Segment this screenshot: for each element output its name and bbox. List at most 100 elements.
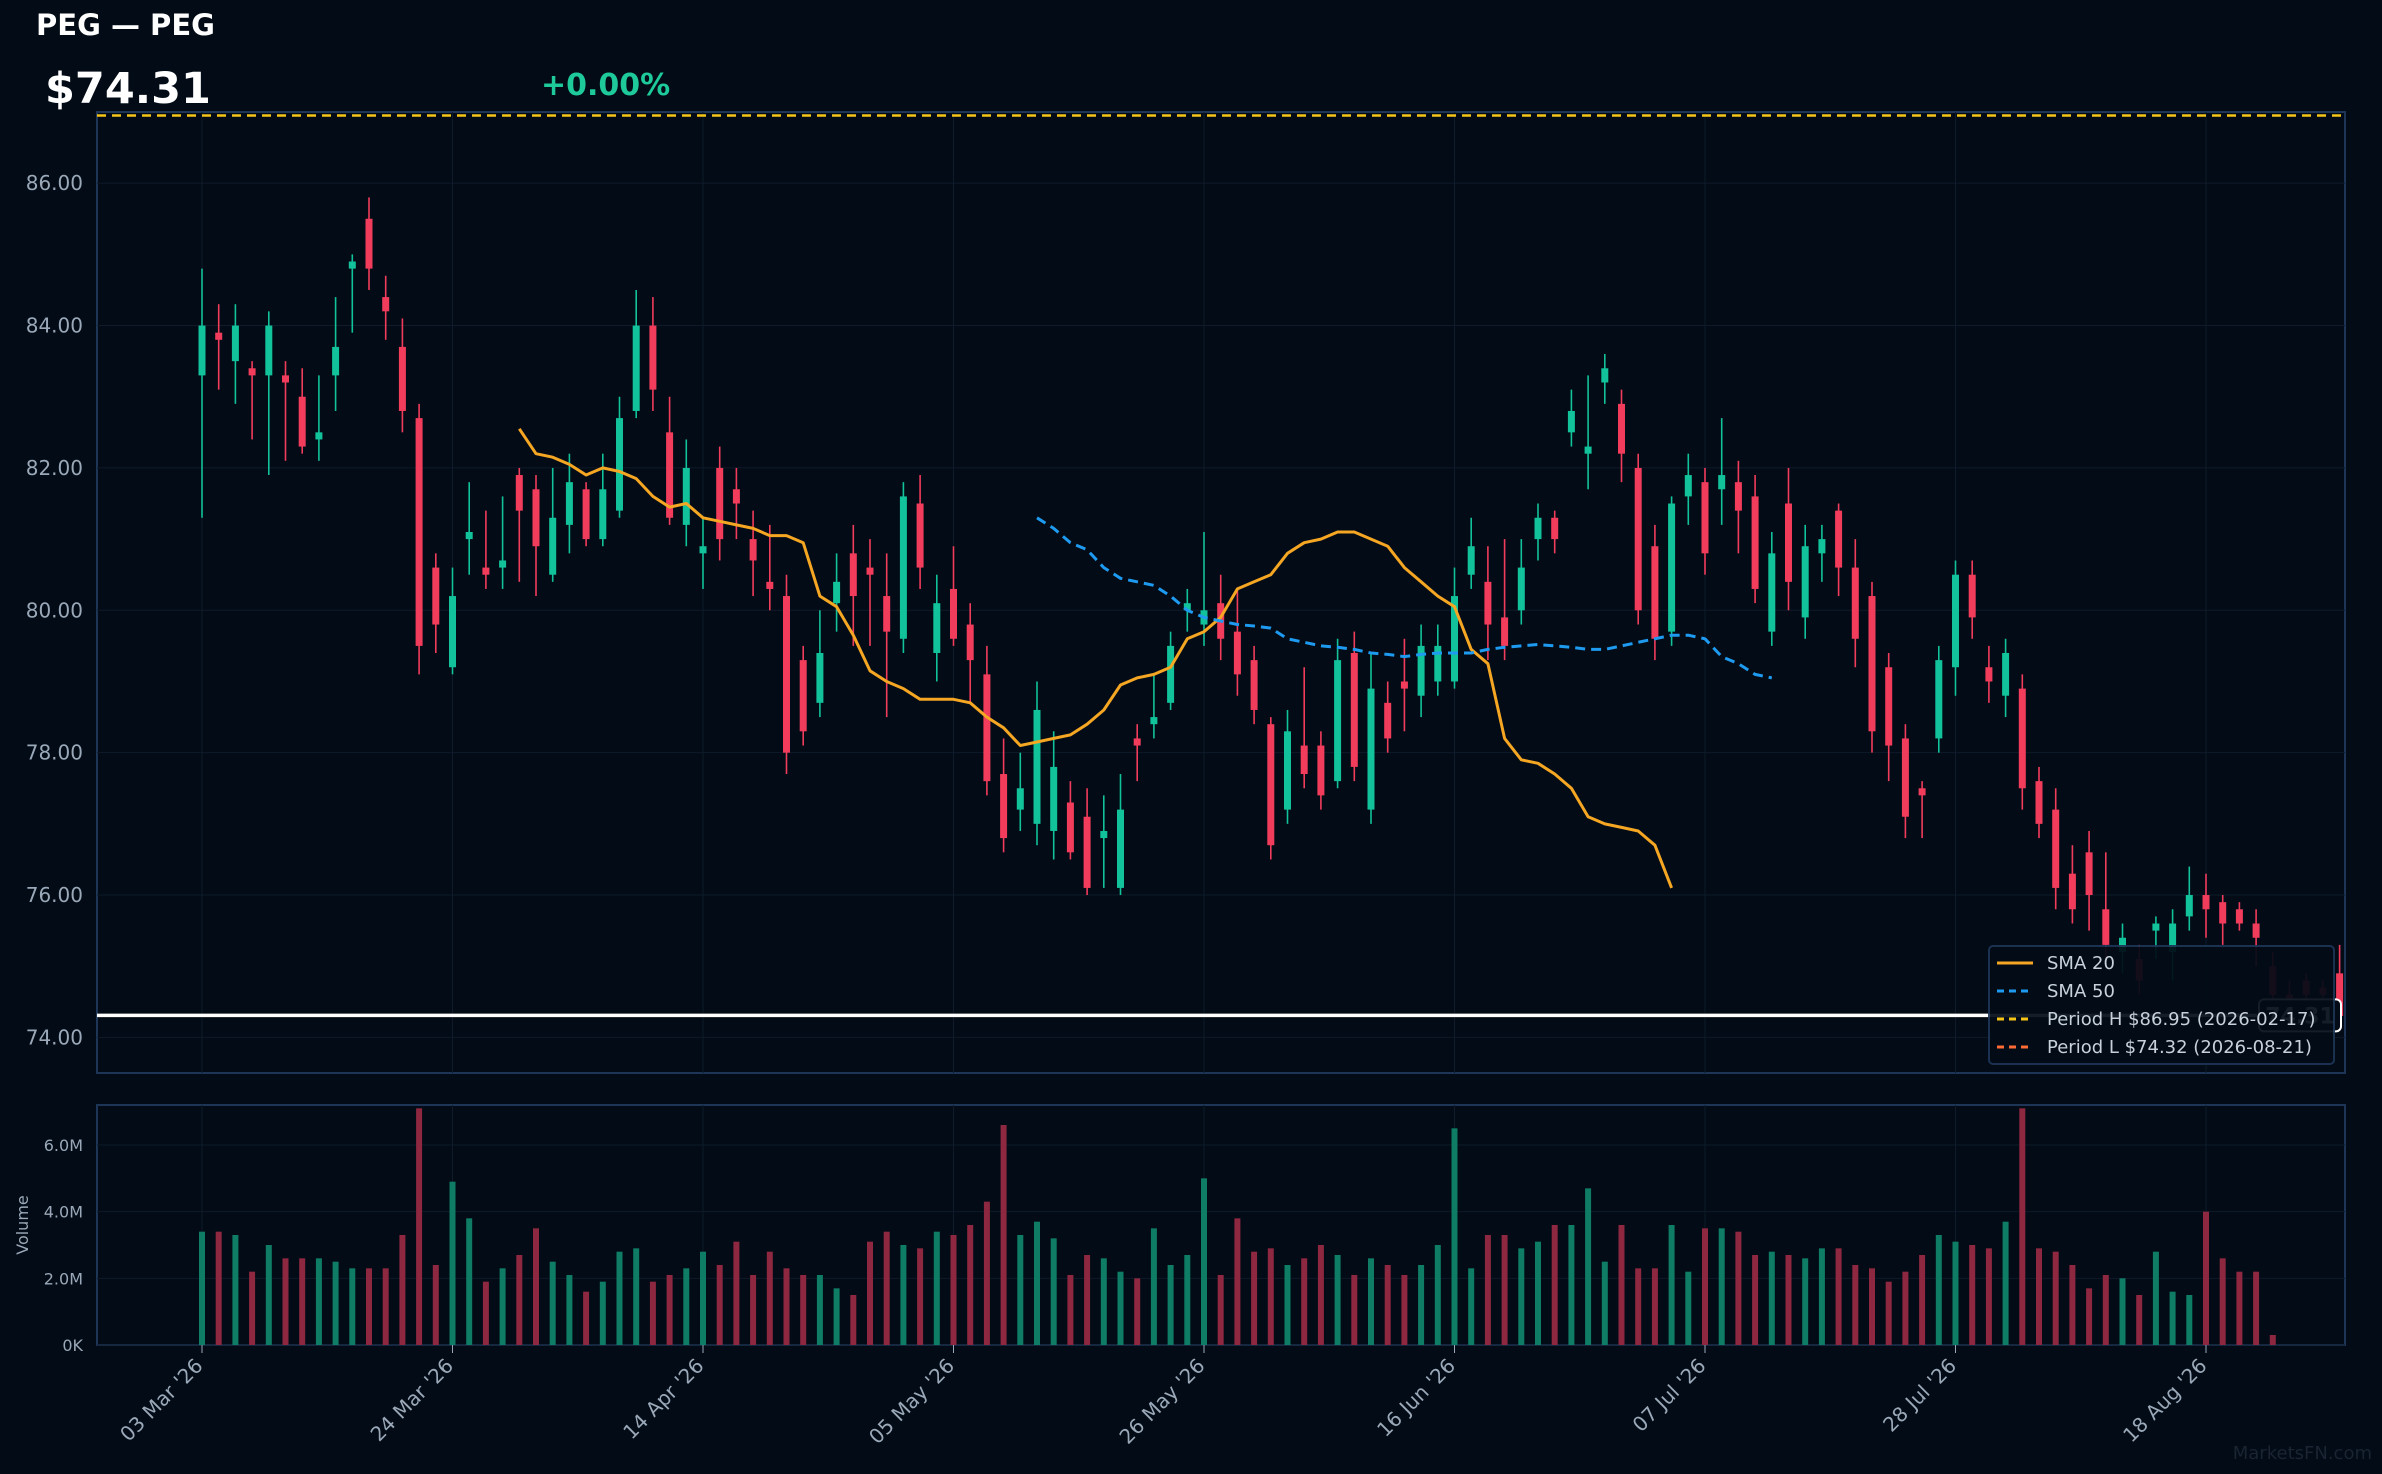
candle-body	[2035, 781, 2043, 824]
candle	[732, 467, 740, 540]
volume-bar	[1301, 1258, 1308, 1345]
volume-bar	[1368, 1258, 1374, 1345]
candle-body	[332, 346, 340, 376]
candle-body	[1300, 745, 1308, 775]
price-tick-label: 80.00	[26, 598, 83, 622]
candle-body	[766, 581, 774, 589]
legend-label: SMA 20	[2047, 953, 2115, 974]
candle	[1935, 645, 1943, 753]
volume-bar	[1084, 1255, 1091, 1345]
candle	[1567, 389, 1575, 447]
candle-body	[1050, 766, 1058, 831]
candle-body	[966, 624, 974, 661]
volume-bar	[1234, 1218, 1241, 1345]
chart-title: PEG — PEG	[36, 8, 215, 42]
candle	[1734, 460, 1742, 554]
volume-bar	[1802, 1258, 1809, 1345]
candle	[866, 539, 874, 646]
volume-bar	[883, 1231, 890, 1345]
candle-body	[1668, 503, 1676, 632]
candle-body	[2152, 923, 2160, 931]
volume-bar	[766, 1251, 773, 1345]
volume-bar	[967, 1225, 974, 1345]
volume-bar	[1334, 1255, 1341, 1345]
candle-body	[699, 546, 707, 554]
volume-bar	[1484, 1235, 1491, 1345]
candle	[215, 304, 223, 390]
candle	[1167, 631, 1175, 710]
volume-bar	[299, 1258, 306, 1345]
candle-body	[1334, 660, 1342, 782]
candle	[432, 553, 440, 654]
volume-bar	[1100, 1258, 1107, 1345]
volume-bar	[1635, 1268, 1642, 1345]
candle	[2002, 638, 2010, 718]
volume-bar	[2219, 1258, 2226, 1345]
candle	[1484, 546, 1492, 661]
candle-body	[1651, 546, 1659, 639]
candle	[1968, 560, 1976, 639]
candle-body	[950, 588, 957, 639]
candle-body	[1634, 467, 1642, 611]
volume-bar	[282, 1258, 289, 1345]
candle	[1334, 638, 1342, 789]
candle-body	[215, 332, 223, 340]
candle	[1801, 524, 1809, 639]
candle	[532, 475, 540, 597]
candle-body	[1451, 596, 1458, 682]
candle	[2085, 830, 2093, 931]
candle-body	[1684, 475, 1692, 497]
volume-bar	[482, 1281, 489, 1345]
candle	[1501, 539, 1509, 661]
candle-body	[432, 567, 440, 625]
candle-body	[1567, 410, 1575, 433]
candle	[666, 396, 674, 525]
candle	[649, 297, 657, 411]
candle-body	[1835, 510, 1843, 568]
volume-bar	[265, 1245, 272, 1345]
candle-body	[582, 489, 590, 540]
candle-body	[1183, 603, 1191, 611]
volume-bar	[332, 1261, 339, 1345]
volume-bar	[1935, 1235, 1942, 1345]
candle-body	[899, 496, 907, 639]
candle	[1267, 717, 1275, 860]
volume-bar	[533, 1228, 539, 1345]
volume-bar	[1267, 1248, 1274, 1345]
volume-bar	[2203, 1211, 2209, 1345]
candle-body	[1935, 660, 1943, 739]
x-tick-label: 03 Mar '26	[115, 1354, 208, 1447]
candle	[1033, 681, 1041, 846]
candle-body	[1901, 738, 1909, 817]
candle	[1701, 467, 1709, 575]
candle	[348, 254, 356, 333]
price-tick-label: 74.00	[26, 1025, 83, 1049]
candle	[682, 439, 690, 547]
candle	[1901, 724, 1909, 839]
candle	[1718, 418, 1726, 525]
candle-body	[1033, 709, 1041, 824]
x-axis: 03 Mar '26 24 Mar '26 14 Apr '26 05 May '26…	[115, 1345, 2212, 1449]
candle-body	[248, 368, 256, 376]
volume-bar	[1785, 1255, 1792, 1345]
volume-bar	[416, 1108, 423, 1345]
price-tick-label: 82.00	[26, 456, 83, 480]
candle-body	[1384, 702, 1392, 739]
candle-body	[666, 432, 674, 518]
candle	[365, 197, 373, 290]
candle-body	[849, 553, 857, 597]
volume-bar	[1284, 1265, 1291, 1345]
candle	[499, 496, 507, 589]
candle	[1668, 496, 1676, 646]
volume-bar	[1835, 1248, 1842, 1345]
legend-label: SMA 50	[2047, 981, 2115, 1002]
volume-bar	[1201, 1178, 1207, 1345]
candle-body	[282, 375, 289, 383]
candle	[766, 524, 774, 611]
volume-bar	[1351, 1275, 1358, 1345]
candle-body	[1400, 681, 1408, 689]
volume-bar	[2236, 1271, 2243, 1345]
candle	[1467, 517, 1475, 589]
volume-bar	[566, 1275, 573, 1345]
candle	[1066, 781, 1074, 860]
